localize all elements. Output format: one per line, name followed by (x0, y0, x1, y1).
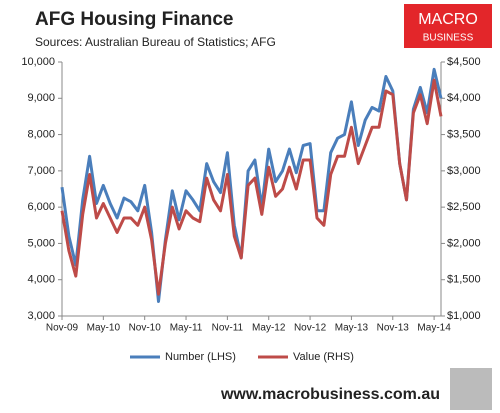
y-tick-label: 7,000 (27, 165, 55, 177)
x-tick-label: May-13 (335, 323, 369, 334)
x-tick-label: May-12 (252, 323, 286, 334)
x-tick-label: Nov-10 (129, 323, 162, 334)
logo-box (404, 4, 492, 48)
y-tick-label: 6,000 (27, 201, 55, 213)
y2-tick-label: $3,000 (447, 165, 481, 177)
chart-title: AFG Housing Finance (35, 9, 233, 30)
x-tick-label: May-10 (87, 323, 121, 334)
y2-tick-label: $4,000 (447, 92, 481, 104)
y2-tick-label: $1,000 (447, 310, 481, 322)
legend-label: Number (LHS) (165, 351, 236, 363)
logo-text: BUSINESS (423, 33, 474, 44)
footer: www.macrobusiness.com.au (220, 386, 440, 403)
y2-tick-label: $3,500 (447, 128, 481, 140)
logo-image (450, 368, 492, 410)
y-tick-label: 10,000 (21, 56, 55, 68)
x-tick-label: Nov-11 (212, 323, 244, 334)
series-line (60, 67, 443, 303)
y2-tick-label: $1,500 (447, 274, 481, 286)
y2-tick-label: $2,000 (447, 237, 481, 249)
x-tick-label: May-14 (417, 323, 451, 334)
legend-label: Value (RHS) (293, 351, 354, 363)
y2-tick-label: $4,500 (447, 56, 481, 68)
series-line (60, 78, 443, 296)
chart-subtitle: Sources: Australian Bureau of Statistics… (35, 35, 276, 49)
y-tick-label: 8,000 (27, 128, 55, 140)
x-tick-label: Nov-12 (294, 323, 327, 334)
y-tick-label: 4,000 (27, 274, 55, 286)
logo-text: MACRO (418, 11, 478, 28)
y-tick-label: 3,000 (27, 310, 55, 322)
y2-tick-label: $2,500 (447, 201, 481, 213)
x-tick-label: May-11 (170, 323, 203, 334)
y-tick-label: 5,000 (27, 237, 55, 249)
x-tick-label: Nov-13 (377, 323, 410, 334)
y-tick-label: 9,000 (27, 92, 55, 104)
x-tick-label: Nov-09 (46, 323, 79, 334)
